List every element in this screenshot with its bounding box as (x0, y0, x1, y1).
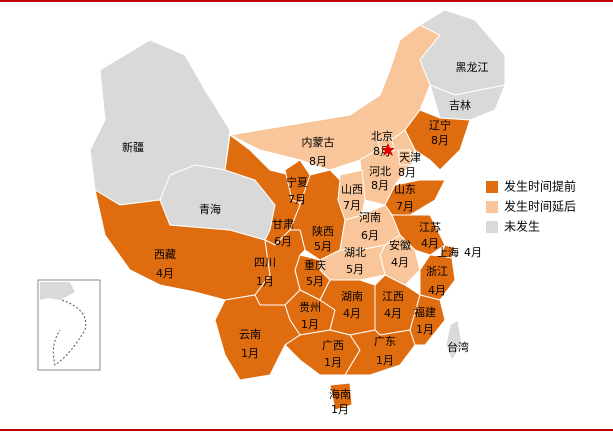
region-name: 山西 (341, 183, 363, 196)
region-month: 8月 (371, 179, 389, 192)
region (329, 382, 353, 411)
region-name: 辽宁 (429, 118, 451, 132)
region-month: 1月 (324, 356, 342, 369)
region-name: 河北 (369, 165, 391, 178)
region-name: 山东 (394, 183, 416, 196)
region-name: 河南 (359, 211, 381, 224)
legend-label: 发生时间延后 (504, 199, 576, 214)
region-name: 北京 (371, 129, 393, 143)
region-month: 1月 (376, 354, 394, 367)
region-month: 5月 (346, 263, 364, 276)
region-name: 重庆 (304, 258, 326, 272)
inset-boundary (52, 299, 87, 366)
region-month: 4月 (391, 256, 409, 269)
region-name: 黑龙江 (456, 61, 489, 74)
region-name: 安徽 (389, 238, 411, 252)
legend-swatch (486, 201, 498, 213)
region-name: 广东 (374, 335, 396, 348)
region-name: 广西 (322, 339, 344, 352)
region-month: 6月 (274, 235, 292, 248)
region-name: 四川 (254, 256, 276, 269)
region-month: 1月 (331, 403, 349, 416)
regions (89, 9, 506, 411)
inset (37, 279, 101, 371)
region-month: 8月 (398, 166, 416, 179)
region (418, 9, 506, 96)
region-name: 甘肃 (272, 218, 294, 231)
region (445, 319, 463, 362)
region-month: 1月 (301, 318, 319, 331)
legend-swatch (486, 181, 498, 193)
legend-label: 未发生 (504, 219, 540, 234)
region-month: 4月 (384, 307, 402, 320)
region-name: 吉林 (449, 98, 471, 112)
region-name: 湖北 (344, 246, 366, 259)
region-name: 西藏 (154, 248, 176, 261)
capital-star (381, 143, 395, 156)
region-name: 贵州 (299, 301, 321, 314)
region-name: 陕西 (312, 224, 334, 238)
region-month: 7月 (343, 199, 361, 212)
region-month: 4月 (421, 237, 439, 250)
region-name: 福建 (414, 305, 436, 319)
region-name: 上海 (437, 245, 459, 259)
region-name: 宁夏 (286, 175, 308, 189)
region-name: 新疆 (122, 140, 144, 154)
region-name: 浙江 (426, 265, 448, 278)
region-month: 1月 (256, 275, 274, 288)
region-month: 1月 (416, 323, 434, 336)
region-name: 江西 (382, 290, 404, 303)
region-name: 青海 (199, 202, 221, 216)
region-month: 7月 (288, 193, 306, 206)
legend-label: 发生时间提前 (504, 179, 576, 194)
region (397, 149, 413, 166)
region-name: 海南 (329, 387, 351, 401)
region-month: 4月 (156, 267, 174, 280)
region-month: 7月 (396, 200, 414, 213)
inset-land (40, 282, 75, 300)
region-month: 4月 (428, 284, 446, 297)
region-name: 天津 (399, 151, 421, 164)
region-name: 云南 (239, 328, 261, 341)
legend-swatch (486, 221, 498, 233)
region-month: 1月 (241, 347, 259, 360)
region-month: 4月 (464, 246, 482, 259)
region (344, 329, 416, 376)
region-month: 5月 (306, 275, 324, 288)
region-name: 内蒙古 (302, 135, 335, 149)
region-month: 6月 (361, 229, 379, 242)
region-name: 台湾 (447, 340, 469, 354)
region-month: 5月 (314, 240, 332, 253)
region-name: 湖南 (341, 290, 363, 303)
region-name: 江苏 (419, 221, 441, 234)
region-month: 4月 (343, 307, 361, 320)
region-month: 8月 (431, 134, 449, 147)
region-month: 8月 (309, 155, 327, 168)
